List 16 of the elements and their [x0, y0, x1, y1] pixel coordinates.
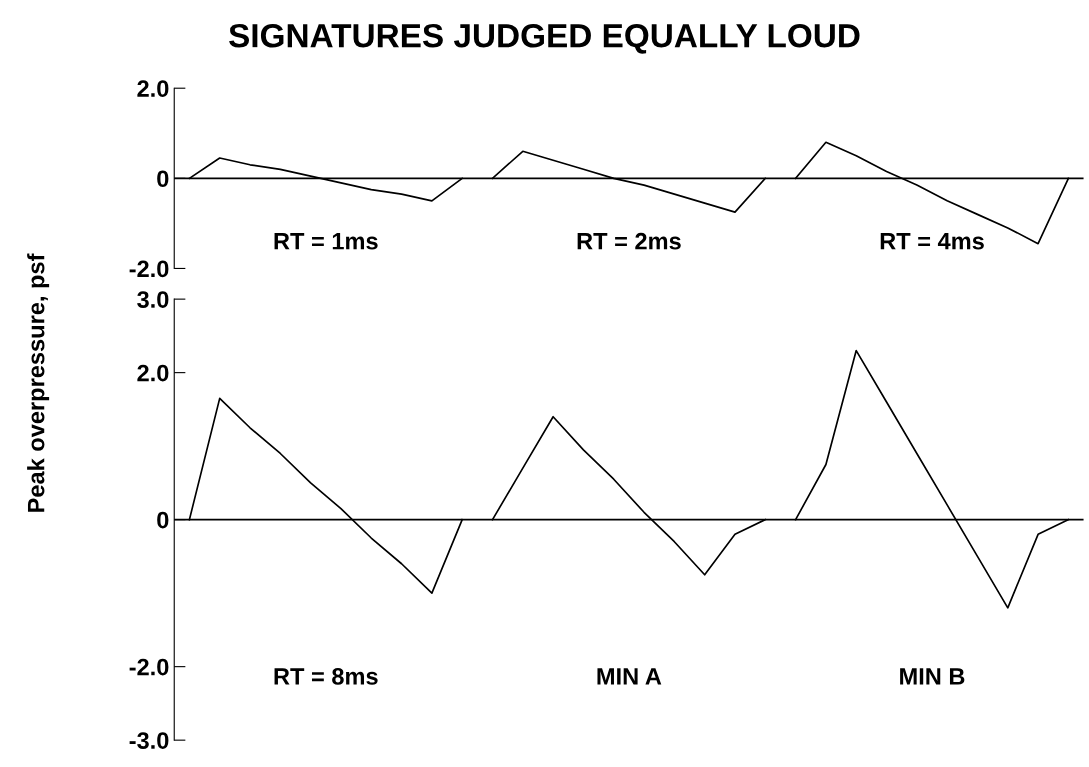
annotation: MIN A — [597, 668, 662, 685]
annotation: RT = 4ms — [880, 233, 984, 250]
annotation: RT = 2ms — [577, 232, 681, 250]
y-tick-label: 0 — [157, 170, 169, 188]
y-tick-label: 3.0 — [137, 291, 169, 308]
y-tick-label: -2.0 — [129, 658, 169, 676]
y-axis-title: Peak overpressure, psf — [27, 253, 50, 512]
annotation: RT = 8ms — [274, 668, 378, 685]
y-tick-label: 0 — [157, 511, 169, 529]
annotation: RT = 1ms — [274, 233, 378, 250]
y-tick-label: 2.0 — [137, 364, 169, 382]
y-tick-label: -2.0 — [129, 260, 169, 278]
chart-title: SIGNATURES JUDGED EQUALLY LOUD — [229, 23, 860, 54]
y-tick-label: 2.0 — [137, 80, 169, 97]
y-tick-label: -3.0 — [129, 732, 169, 749]
annotation: MIN B — [900, 668, 965, 685]
